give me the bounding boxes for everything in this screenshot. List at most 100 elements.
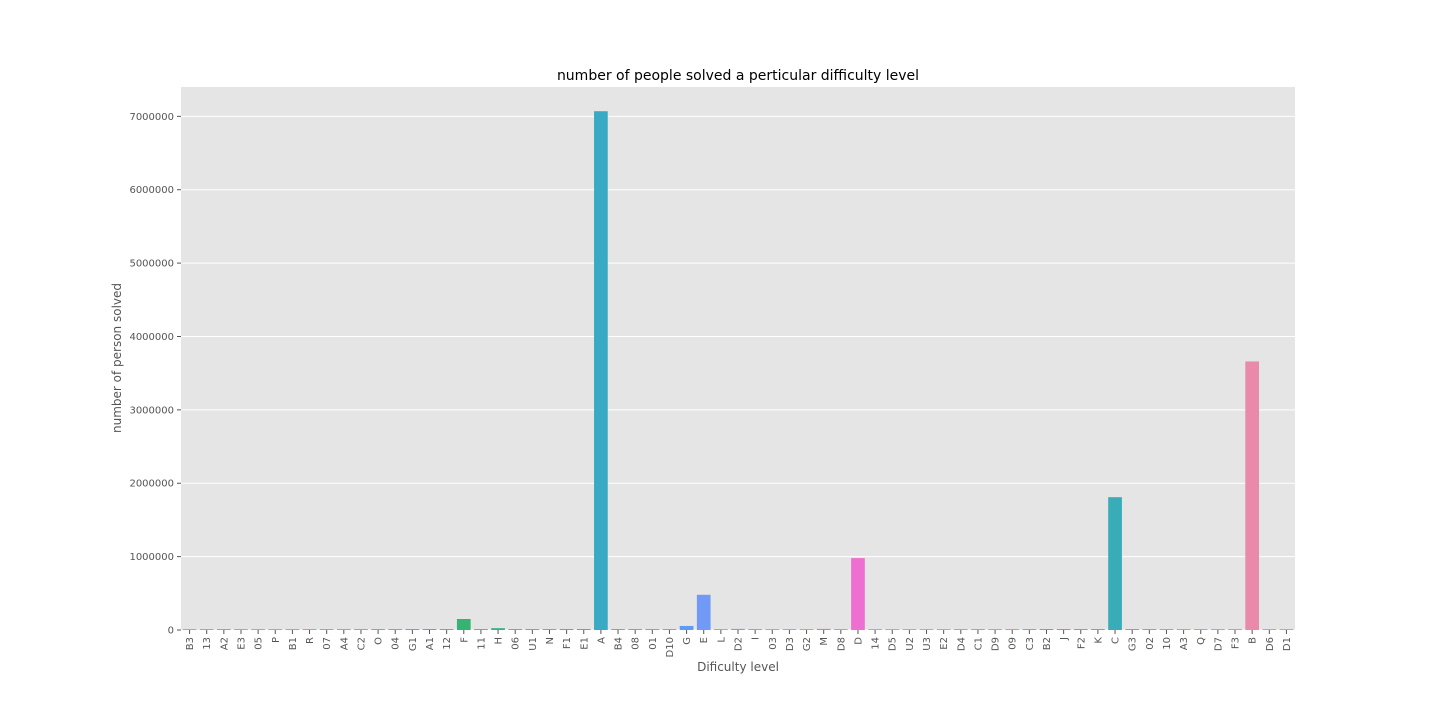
x-tick-label: 06 <box>511 637 522 650</box>
bar-B3 <box>182 629 197 630</box>
grid-lines <box>181 115 1295 631</box>
bar-D3 <box>782 629 797 630</box>
x-tick-label: Q <box>1196 637 1207 645</box>
bar-E1 <box>576 629 591 630</box>
x-tick-label: D2 <box>734 637 745 651</box>
bar-09 <box>1005 629 1020 630</box>
bar-11 <box>474 629 488 630</box>
bar-F1 <box>559 629 574 630</box>
x-tick-label: B2 <box>1042 637 1053 650</box>
bar-G3 <box>1125 629 1140 630</box>
x-tick-label: B <box>1248 637 1259 644</box>
bar-13 <box>199 629 214 630</box>
x-tick-label: H <box>494 637 505 645</box>
x-tick-label: B1 <box>288 637 299 650</box>
bar-D6 <box>1262 629 1277 630</box>
x-tick-label: A <box>596 637 607 644</box>
bar-D5 <box>885 629 900 630</box>
bar-G <box>679 625 694 630</box>
bar-F3 <box>1228 629 1242 630</box>
bar-O <box>371 629 385 630</box>
x-tick-label: 01 <box>648 637 659 650</box>
x-tick-label: B4 <box>614 637 625 650</box>
bar-07 <box>319 629 334 630</box>
x-tick-label: D6 <box>1265 637 1276 651</box>
x-tick-label: E <box>699 637 710 643</box>
x-tick-label: U3 <box>922 637 933 651</box>
bar-P <box>268 629 283 630</box>
bar-A <box>594 111 608 631</box>
chart-title: number of people solved a perticular dif… <box>557 68 919 84</box>
bar-C1 <box>971 629 985 630</box>
x-tick-label: L <box>716 637 727 643</box>
x-tick-label: U1 <box>528 637 539 651</box>
plot-background <box>181 87 1295 630</box>
x-tick-label: R <box>305 637 316 644</box>
x-tick-label: F2 <box>1076 637 1087 649</box>
bar-03 <box>765 629 780 630</box>
x-tick-label: 11 <box>476 637 487 650</box>
bar-F2 <box>1073 629 1088 630</box>
bar-05 <box>251 629 265 630</box>
bar-H <box>491 628 505 630</box>
x-tick-label: 08 <box>631 637 642 650</box>
x-tick-label: 14 <box>871 637 882 650</box>
x-tick-label: 03 <box>768 637 779 650</box>
x-tick-label: P <box>271 637 282 643</box>
bar-D1 <box>1279 629 1294 630</box>
bar-08 <box>628 629 643 630</box>
bar-E <box>696 594 711 630</box>
x-tick-label: D7 <box>1213 637 1224 651</box>
y-tick-label: 5000000 <box>129 259 174 270</box>
x-tick-label: F <box>459 637 470 643</box>
x-tick-label: D <box>853 637 864 645</box>
x-tick-label: N <box>545 637 556 644</box>
bar-L <box>714 629 728 630</box>
x-tick-label: 10 <box>1162 637 1173 650</box>
bar-F <box>456 618 471 630</box>
bar-14 <box>868 629 882 630</box>
x-tick-label: A1 <box>425 637 436 650</box>
x-tick-label: B3 <box>185 637 196 650</box>
x-tick-label: 13 <box>202 637 213 650</box>
x-tick-label: D4 <box>956 637 967 651</box>
bar-D2 <box>731 628 745 630</box>
bars <box>182 111 1294 631</box>
bar-04 <box>388 629 403 630</box>
x-tick-label: 07 <box>322 637 333 650</box>
x-tick-label: D8 <box>836 637 847 651</box>
x-tick-label: A2 <box>219 637 230 650</box>
x-tick-label: G3 <box>1128 637 1139 651</box>
bar-E2 <box>936 629 951 630</box>
x-tick-label: 02 <box>1145 637 1156 650</box>
x-tick-label: 09 <box>1008 637 1019 650</box>
bar-D10 <box>662 629 677 630</box>
bar-01 <box>645 629 660 630</box>
y-axis-label: number of person solved <box>110 283 124 433</box>
x-tick-label: D10 <box>665 637 676 657</box>
bar-D7 <box>1211 629 1225 630</box>
y-tick-label: 0 <box>168 626 174 637</box>
bar-02 <box>1142 629 1157 630</box>
bar-C2 <box>354 629 368 630</box>
bar-A1 <box>422 629 437 630</box>
x-tick-label: F1 <box>562 637 573 649</box>
bar-B1 <box>285 629 300 630</box>
bar-Q <box>1193 629 1208 630</box>
x-axis-ticks: B3 13 A2 E3 05 P B1 R 07 A4 C2 O 04 G1 A1 12 F 11 H 06 U1 N F1… <box>185 630 1293 657</box>
x-tick-label: J <box>1059 637 1070 641</box>
bar-U1 <box>525 629 540 630</box>
y-tick-label: 1000000 <box>129 552 174 563</box>
x-tick-label: C <box>1111 637 1122 644</box>
x-tick-label: G2 <box>802 637 813 651</box>
x-tick-label: U2 <box>905 637 916 651</box>
bar-06 <box>508 629 523 630</box>
y-axis-ticks: 0 1000000 2000000 3000000 4000000 5000000 6000… <box>129 112 181 637</box>
bar-E3 <box>234 629 248 630</box>
y-tick-label: 4000000 <box>129 332 174 343</box>
x-tick-label: C2 <box>356 637 367 650</box>
x-tick-label: D9 <box>991 637 1002 651</box>
x-tick-label: M <box>819 637 830 646</box>
bar-J <box>1056 629 1071 630</box>
x-tick-label: D5 <box>888 637 899 651</box>
